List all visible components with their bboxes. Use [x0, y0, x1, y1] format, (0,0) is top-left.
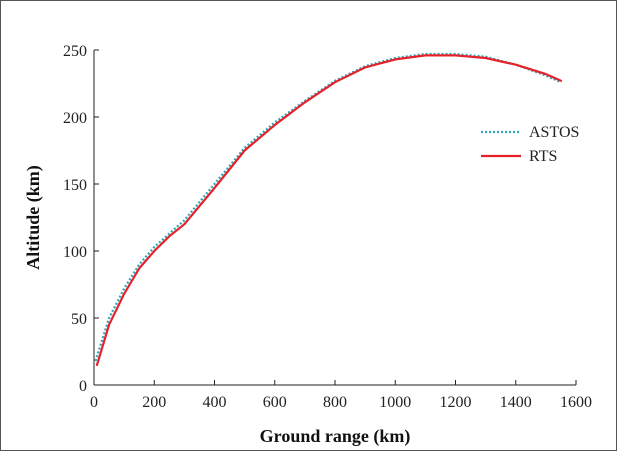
- legend-label-rts: RTS: [529, 148, 557, 165]
- series-line-rts: [95, 54, 563, 366]
- x-tick-label: 1200: [440, 394, 472, 411]
- x-tick-label: 600: [263, 394, 287, 411]
- y-tick-label: 200: [63, 110, 87, 127]
- series-line-astos: [94, 52, 562, 362]
- x-tick-label: 400: [203, 394, 227, 411]
- x-tick-label: 1600: [560, 394, 592, 411]
- y-axis-label: Altitude (km): [23, 165, 44, 270]
- x-tick-label: 1400: [500, 394, 532, 411]
- y-tick-label: 150: [63, 177, 87, 194]
- y-tick-label: 250: [63, 43, 87, 60]
- series-layer: [94, 52, 563, 366]
- x-axis-label: Ground range (km): [260, 426, 411, 447]
- x-tick-label: 0: [90, 394, 98, 411]
- x-tick-label: 800: [323, 394, 347, 411]
- legend: ASTOS RTS: [481, 124, 579, 165]
- y-tick-label: 50: [71, 311, 87, 328]
- legend-label-astos: ASTOS: [529, 124, 579, 141]
- x-tick-label: 1000: [379, 394, 411, 411]
- y-tick-label: 100: [63, 244, 87, 261]
- x-tick-label: 200: [142, 394, 166, 411]
- y-tick-label: 0: [79, 378, 87, 395]
- axes: 0 200 400 600 800 1000 1200 1400 1600 0 50 100 150 20…: [63, 43, 592, 411]
